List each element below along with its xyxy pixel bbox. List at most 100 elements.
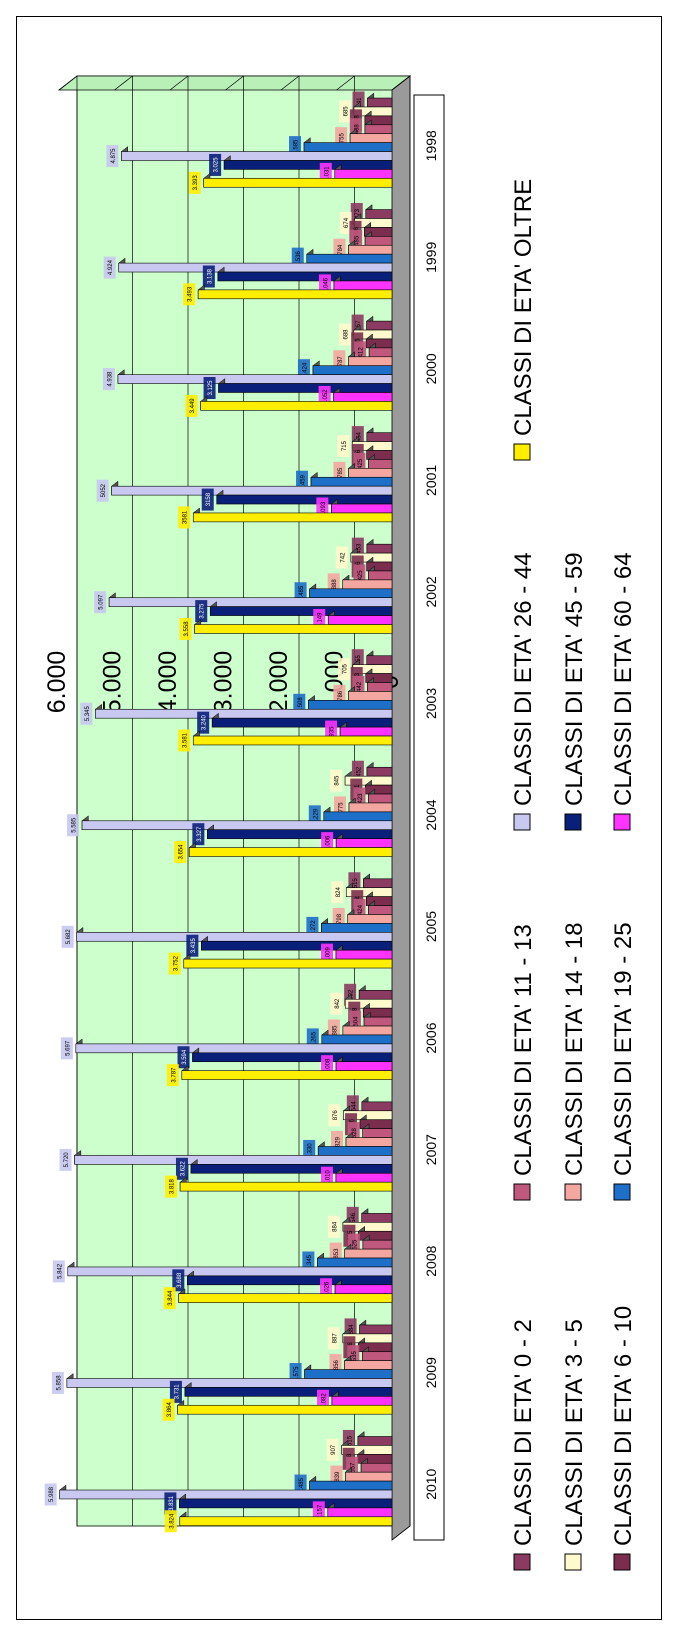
data-label: 1.149 <box>318 612 324 628</box>
data-label: 4.924 <box>108 259 114 275</box>
data-label: 3.449 <box>190 398 196 414</box>
data-label: 1.157 <box>317 1504 323 1520</box>
bar <box>366 432 393 442</box>
bar <box>59 1489 393 1500</box>
bar <box>365 784 393 795</box>
data-label: 1.330 <box>308 1143 314 1159</box>
data-label: 584 <box>349 1324 355 1335</box>
bar <box>321 923 393 933</box>
bar <box>308 700 393 710</box>
bar <box>348 691 393 701</box>
data-label-bg <box>96 479 109 502</box>
data-label-bg <box>165 1175 178 1198</box>
legend-swatch <box>613 1553 631 1571</box>
bar <box>342 1025 393 1036</box>
bar <box>179 1516 393 1527</box>
bar <box>317 1146 393 1156</box>
data-label-bg <box>52 1260 65 1283</box>
data-label: 488 <box>354 124 360 135</box>
chart-floor <box>391 75 411 1541</box>
bar <box>66 1378 393 1388</box>
legend-swatch <box>513 443 531 461</box>
data-label: 742 <box>340 552 346 563</box>
bar <box>348 244 393 255</box>
bar <box>309 588 393 599</box>
data-label: 1.031 <box>324 166 330 182</box>
legend-label: CLASSI DI ETA' OLTRE <box>510 179 537 436</box>
data-label: 3.327 <box>197 826 203 842</box>
data-label: 3.752 <box>173 955 179 971</box>
legend-label: CLASSI DI ETA' 26 - 44 <box>510 552 537 806</box>
bar <box>216 494 393 505</box>
data-label-bg <box>338 323 351 346</box>
bar <box>368 347 393 358</box>
bar <box>310 476 393 487</box>
bar <box>178 1293 393 1303</box>
data-label: 4.875 <box>111 148 117 164</box>
bar <box>368 793 393 804</box>
data-label: 5.697 <box>65 1040 71 1056</box>
legend-swatch <box>513 1183 531 1201</box>
bar <box>335 1061 393 1071</box>
x-tick-label: 2004 <box>423 799 439 830</box>
data-label: 3.240 <box>202 714 208 730</box>
x-tick-label: 2006 <box>423 1022 439 1053</box>
data-label: 798 <box>337 913 343 924</box>
bar <box>197 289 393 300</box>
bar <box>331 1396 393 1406</box>
bar <box>321 1034 393 1045</box>
legend-swatch <box>564 1553 582 1571</box>
x-tick-label: 2008 <box>423 1245 439 1276</box>
data-label: 5.720 <box>64 1152 70 1168</box>
y-tick-label: 5.000 <box>99 651 127 714</box>
bar <box>364 124 393 135</box>
bar <box>368 570 393 581</box>
bar <box>333 280 393 291</box>
gridline-side <box>280 75 300 91</box>
data-label: 3.844 <box>168 1290 174 1306</box>
bar <box>339 726 393 737</box>
gridline-side <box>391 75 411 91</box>
bar <box>192 1052 393 1063</box>
data-label-bg <box>197 711 210 734</box>
bar <box>366 320 393 331</box>
bar <box>348 802 393 813</box>
gridline-side <box>114 75 133 91</box>
bar <box>179 1181 393 1192</box>
bar <box>303 142 393 152</box>
data-label: 1.508 <box>298 697 304 713</box>
legend-label: CLASSI DI ETA' 6 - 10 <box>610 1306 637 1546</box>
data-label-bg <box>326 1438 339 1461</box>
data-label: 785 <box>338 467 344 478</box>
data-label: 839 <box>335 1471 341 1482</box>
bar <box>327 1507 393 1518</box>
bar <box>95 708 393 719</box>
bar <box>345 1471 393 1482</box>
bar <box>187 1275 393 1286</box>
data-label: 544 <box>351 1101 357 1112</box>
data-label: 3.558 <box>184 621 190 637</box>
bar <box>190 1164 393 1174</box>
data-label: 423 <box>358 793 364 804</box>
data-label: 546 <box>351 1212 357 1223</box>
data-label-bg <box>331 881 344 904</box>
data-label: 453 <box>356 543 362 554</box>
bar <box>223 160 393 170</box>
data-label: 784 <box>338 244 344 255</box>
data-label: 425 <box>358 570 364 581</box>
bar <box>81 820 393 831</box>
data-label: 853 <box>334 1248 340 1259</box>
legend-swatch <box>564 813 582 831</box>
data-label: 688 <box>343 329 349 340</box>
bar <box>183 958 393 969</box>
data-label: 829 <box>335 1136 341 1147</box>
data-label: 1.585 <box>294 139 300 155</box>
bar <box>362 1128 393 1138</box>
bar <box>331 503 393 514</box>
bar <box>194 624 393 634</box>
x-tick-label: 2009 <box>423 1357 439 1388</box>
data-label-bg <box>51 1371 64 1394</box>
bar <box>366 766 393 777</box>
legend-label: CLASSI DI ETA' 45 - 59 <box>561 552 588 806</box>
data-label-bg <box>327 1215 340 1238</box>
